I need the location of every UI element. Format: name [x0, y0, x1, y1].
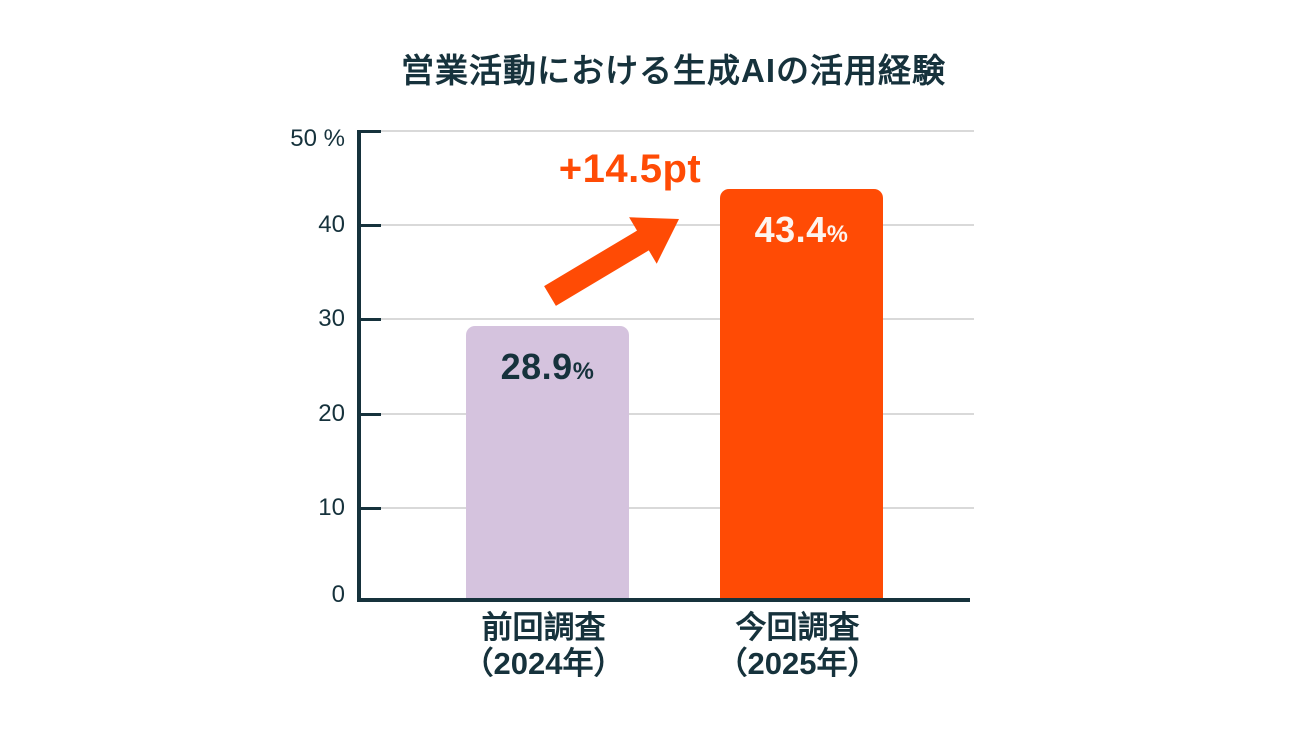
y-tick	[357, 224, 381, 228]
x-category-label-line: 前回調査	[481, 610, 606, 645]
bar-value-unit: %	[572, 357, 595, 385]
y-tick	[357, 506, 381, 510]
chart-title: 営業活動における生成AIの活用経験	[401, 52, 946, 89]
bar-value-number: 28.9	[500, 345, 573, 387]
y-tick	[357, 130, 381, 133]
y-tick	[357, 412, 381, 416]
bar-value-label: 43.4%	[720, 209, 883, 251]
x-category-label-line: 今回調査	[735, 610, 860, 645]
bar-value-label: 28.9%	[466, 346, 629, 388]
y-tick-label: 30	[318, 305, 345, 333]
bar-current-survey: 43.4%	[720, 189, 883, 598]
gridline	[361, 130, 974, 132]
y-tick-label: 10	[318, 493, 345, 521]
y-tick	[357, 318, 381, 322]
bar-previous-survey: 28.9%	[466, 325, 629, 598]
gridline	[361, 318, 974, 321]
plot-area: 28.9% 43.4%	[357, 130, 974, 602]
bar-value-number: 43.4	[754, 209, 827, 251]
y-tick-label: 40	[318, 211, 345, 239]
gridline	[361, 412, 974, 415]
y-tick-label: 50 %	[290, 125, 345, 152]
bar-value-unit: %	[826, 221, 849, 249]
increase-annotation: +14.5pt	[558, 147, 702, 191]
x-category-label-line: （2025年）	[716, 646, 879, 681]
x-category-label-line: （2024年）	[462, 646, 625, 681]
x-category-label: 前回調査 （2024年）	[424, 610, 664, 682]
y-tick-label: 0	[331, 581, 345, 608]
gridline	[361, 506, 974, 509]
y-tick-label: 20	[318, 399, 345, 427]
increase-arrow-icon	[544, 217, 679, 306]
x-category-label: 今回調査 （2025年）	[678, 610, 918, 682]
